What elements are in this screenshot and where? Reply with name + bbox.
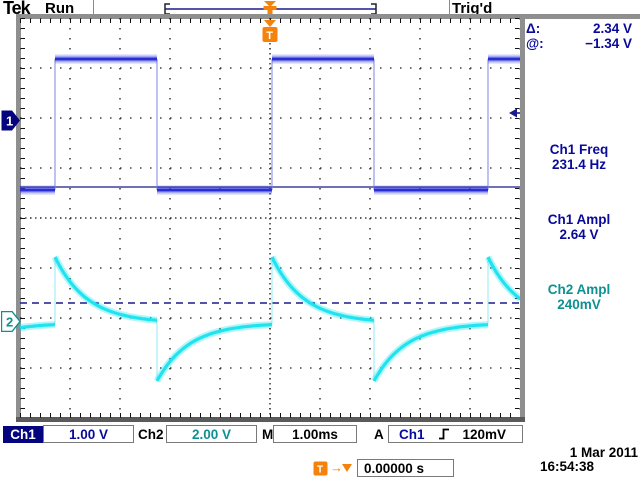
trigger-delay-arrow-icon: → [330, 460, 343, 475]
cursor-readout: Δ: 2.34 V @: −1.34 V [524, 21, 634, 51]
graticule-left-ticks [21, 18, 25, 418]
measurement-label: Ch1 Ampl [547, 212, 611, 227]
measurement-value: 240mV [557, 297, 601, 312]
header-divider [93, 0, 94, 15]
trigger-status: Trig'd [452, 0, 493, 17]
tek-logo: Tek [3, 0, 31, 18]
cursor-at-row: @: −1.34 V [524, 36, 634, 51]
graticule-right-ticks [515, 18, 519, 418]
graticule-bottom-bar [16, 417, 525, 422]
ch1-trace-edges [54, 59, 489, 190]
scope-display [20, 18, 520, 418]
timebase-label: M [262, 426, 274, 442]
trigger-delay-triangle-icon [342, 464, 352, 472]
trigger-readout[interactable]: Ch1 120mV [388, 425, 523, 443]
ch1-marker-label: 1 [6, 114, 13, 129]
trigger-marker-box [262, 27, 278, 42]
trigger-position-marker[interactable]: T [261, 20, 279, 44]
trigger-delay-icon: T [313, 461, 328, 476]
ch1-channel-button[interactable]: Ch1 [3, 426, 43, 443]
ch1-ground-marker[interactable]: 1 [1, 110, 21, 131]
date-text: 1 Mar 2011 [569, 445, 638, 460]
cursor-at-label: @: [526, 36, 544, 51]
measurement-label: Ch2 Ampl [547, 282, 611, 297]
cursor-delta-value: 2.34 V [592, 21, 632, 36]
measurement-value: 231.4 Hz [551, 157, 607, 172]
ch2-ground-marker[interactable]: 2 [1, 311, 21, 332]
measurement-ch1-ampl: Ch1 Ampl 2.64 V [524, 212, 634, 242]
measurement-ch2-ampl: Ch2 Ampl 240mV [524, 282, 634, 312]
ch2-channel-label[interactable]: Ch2 [138, 426, 164, 442]
trigger-level: 120mV [462, 426, 507, 442]
measurement-label: Ch1 Freq [549, 142, 609, 157]
rising-slope-icon [438, 428, 449, 440]
graticule-right-bar [520, 14, 525, 422]
ch2-scale-readout[interactable]: 2.00 V [166, 425, 257, 443]
measurement-ch1-freq: Ch1 Freq 231.4 Hz [524, 142, 634, 172]
cursor-delta-row: Δ: 2.34 V [524, 21, 634, 36]
cursor-delta-label: Δ: [526, 21, 541, 36]
graticule-grid [20, 18, 520, 418]
ch1-scale-readout[interactable]: 1.00 V [43, 425, 134, 443]
ch2-marker-label: 2 [6, 315, 13, 330]
trigger-position-top-icon[interactable] [263, 1, 277, 17]
datetime-readout: 1 Mar 2011 16:54:38 [540, 446, 638, 473]
graticule-left-bar [16, 14, 21, 422]
trigger-mode-label: A [374, 426, 384, 442]
ch2-trace-edges [54, 257, 489, 381]
time-text: 16:54:38 [540, 458, 595, 474]
trigger-source: Ch1 [399, 426, 425, 442]
trigger-delay-letter: T [317, 465, 323, 476]
ch1-trace [20, 57, 520, 192]
graticule-bottom-ticks [20, 413, 520, 417]
header-divider-2 [449, 0, 450, 15]
ch2-trace [20, 256, 520, 382]
acquisition-status: Run [45, 0, 75, 17]
trigger-delay-readout[interactable]: 0.00000 s [357, 459, 454, 477]
measurement-value: 2.64 V [559, 227, 599, 242]
graticule-top-bar [16, 14, 640, 19]
trigger-marker-letter: T [266, 30, 273, 42]
trigger-marker-arrow [264, 20, 276, 27]
trigger-level-arrow[interactable] [509, 108, 520, 118]
cursor-at-value: −1.34 V [585, 36, 632, 51]
timebase-readout[interactable]: 1.00ms [273, 425, 357, 443]
